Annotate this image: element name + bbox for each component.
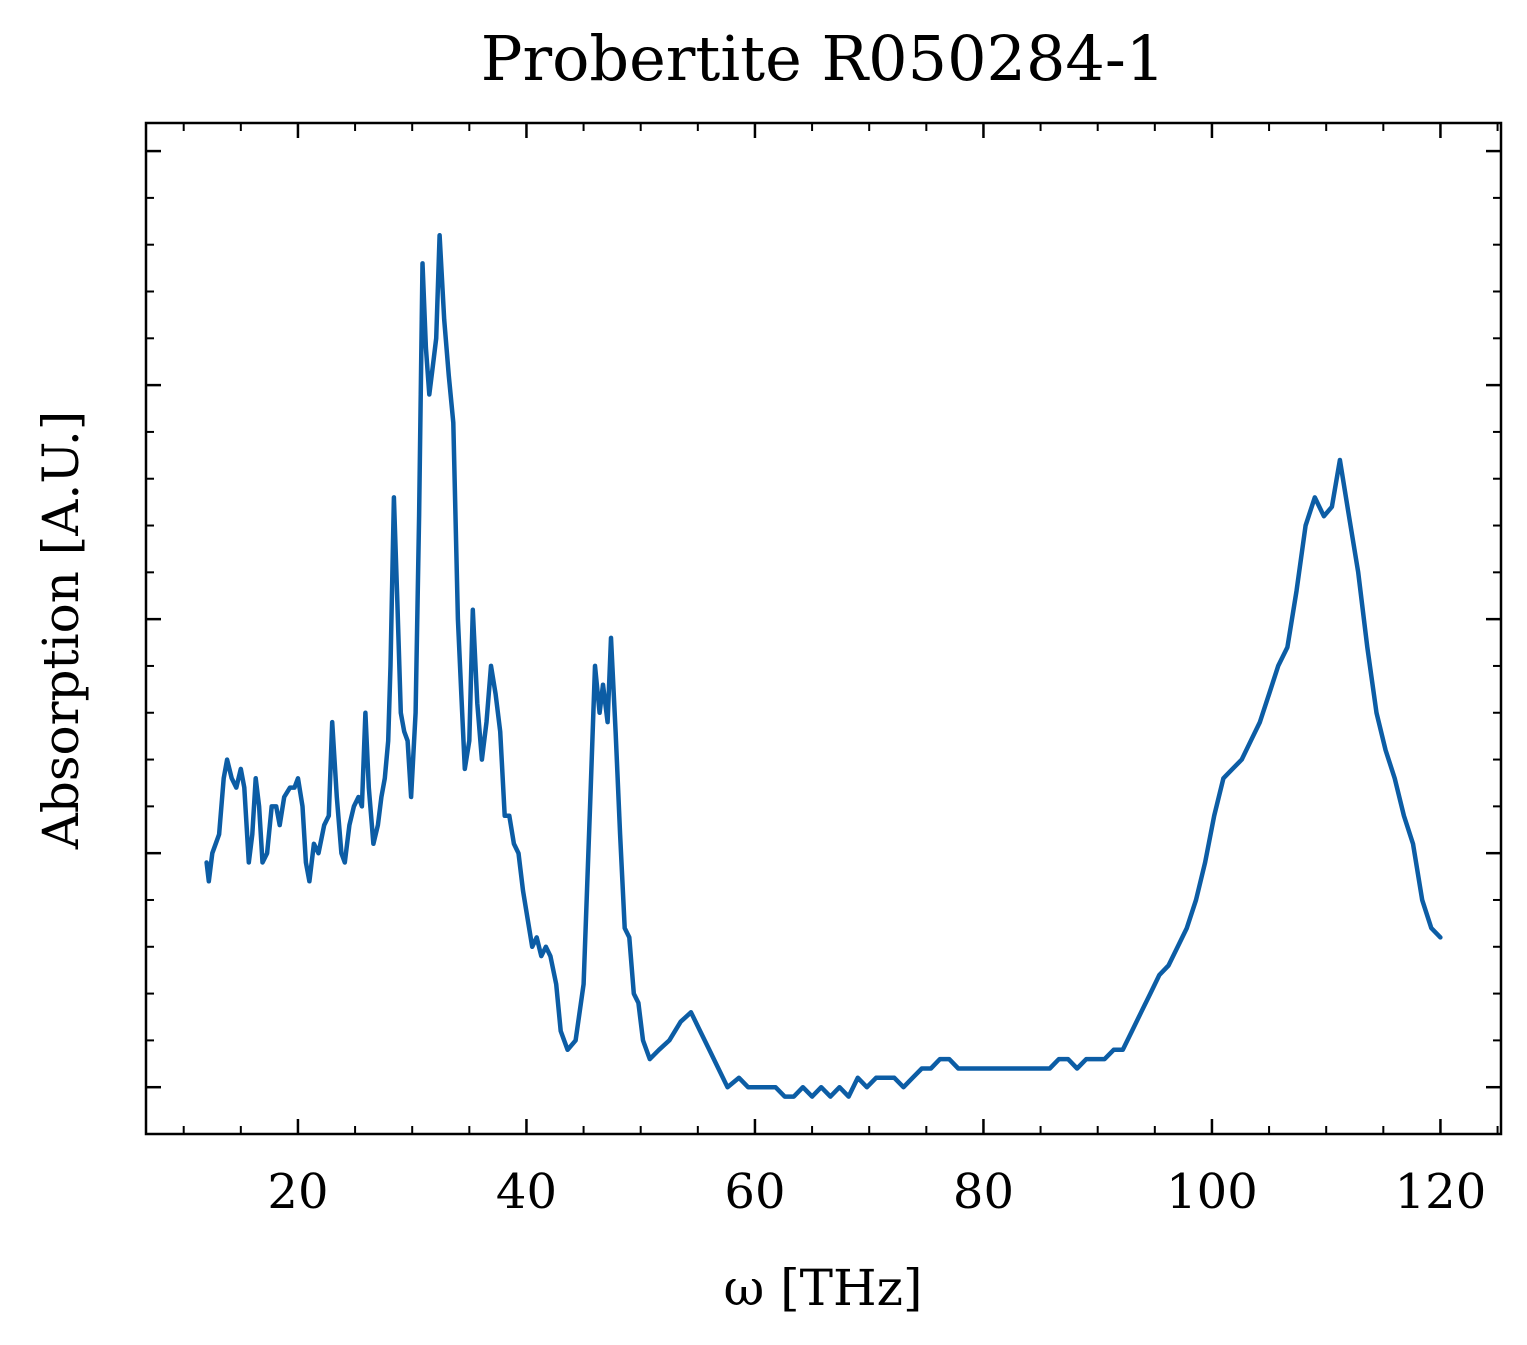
x-tick-labels: 20 40 60 80 100 120 (267, 1164, 1486, 1220)
plot-frame (144, 121, 1503, 1136)
x-tick-label: 100 (1166, 1164, 1258, 1220)
x-tick-label: 20 (267, 1164, 328, 1220)
axis-ticks (146, 123, 1501, 1134)
x-tick-label: 120 (1395, 1164, 1487, 1220)
y-axis-label: Absorption [A.U.] (32, 411, 90, 851)
absorption-series-line (204, 233, 1443, 1099)
x-tick-label: 60 (724, 1164, 785, 1220)
x-axis-label: ω [THz] (724, 1259, 923, 1317)
plot-area (204, 233, 1443, 1099)
chart-title: Probertite R050284-1 (481, 22, 1166, 95)
x-tick-label: 80 (953, 1164, 1014, 1220)
x-tick-label: 40 (496, 1164, 557, 1220)
